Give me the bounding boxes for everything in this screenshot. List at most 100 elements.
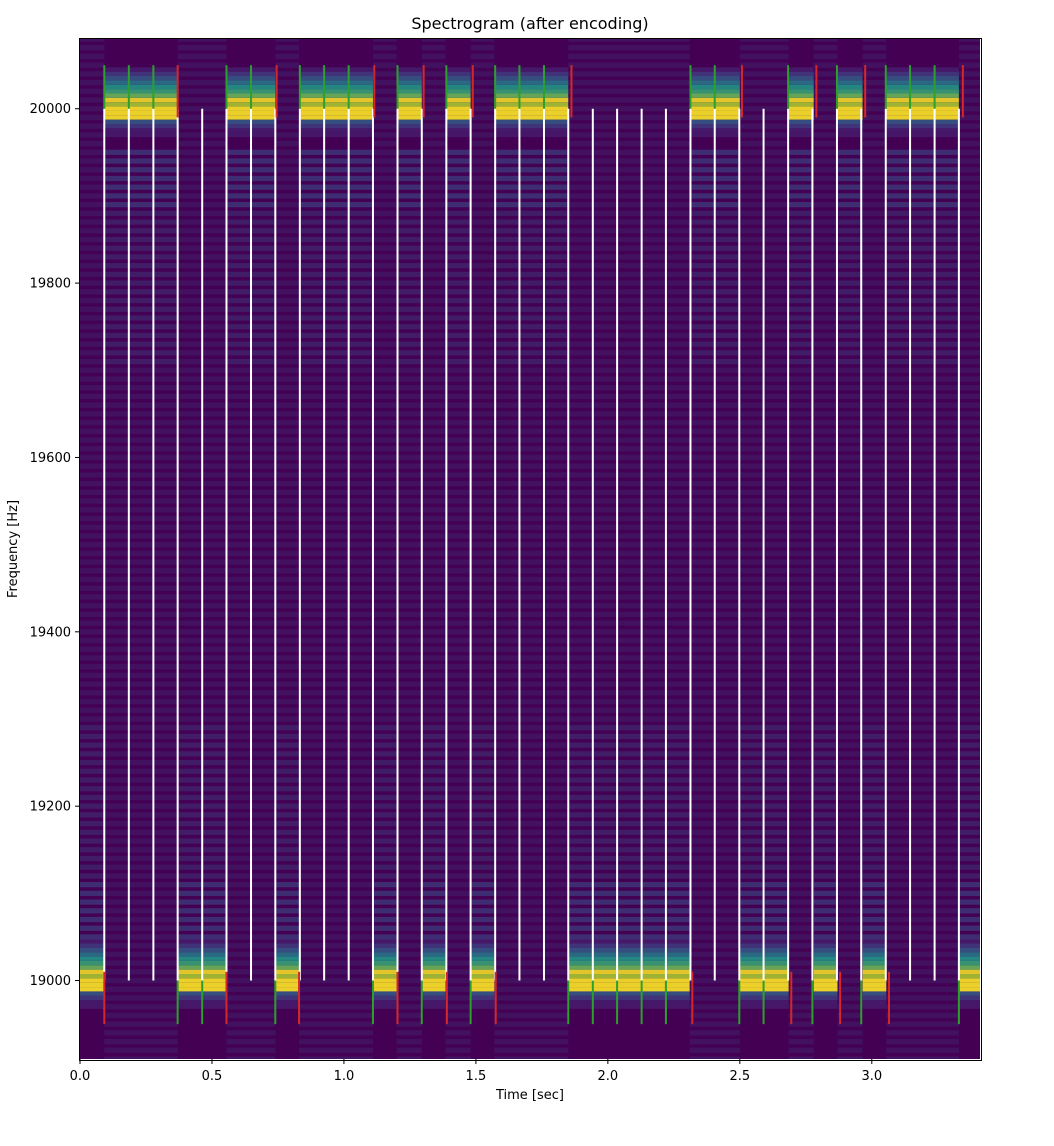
harmonic-stripe <box>837 916 863 923</box>
harmonic-stripe <box>372 934 397 940</box>
harmonic-stripe <box>862 141 887 147</box>
harmonic-stripe <box>445 524 471 530</box>
harmonic-stripe <box>886 664 959 670</box>
harmonic-stripe <box>862 733 887 740</box>
harmonic-stripe <box>788 960 814 966</box>
harmonic-stripe <box>568 908 690 914</box>
tone-band <box>445 128 471 133</box>
harmonic-stripe <box>421 672 446 679</box>
harmonic-stripe <box>837 280 863 286</box>
harmonic-stripe <box>958 106 980 112</box>
harmonic-stripe <box>813 864 838 870</box>
harmonic-stripe <box>396 402 422 408</box>
harmonic-stripe <box>275 489 300 495</box>
harmonic-stripe <box>104 916 178 923</box>
harmonic-stripe <box>275 882 300 888</box>
harmonic-stripe <box>958 167 980 173</box>
harmonic-stripe <box>80 559 105 565</box>
tone-band <box>862 987 887 992</box>
harmonic-stripe <box>372 254 397 260</box>
harmonic-stripe <box>813 315 838 321</box>
harmonic-stripe <box>837 855 863 862</box>
harmonic-stripe <box>568 106 690 112</box>
harmonic-stripe <box>372 350 397 356</box>
harmonic-stripe <box>568 123 690 129</box>
symbol-block <box>862 39 887 1009</box>
harmonic-stripe <box>104 411 178 417</box>
harmonic-stripe <box>275 908 300 914</box>
harmonic-stripe <box>80 236 105 243</box>
harmonic-stripe <box>813 768 838 774</box>
harmonic-stripe <box>421 899 446 905</box>
harmonic-stripe <box>886 742 959 748</box>
harmonic-stripe <box>445 184 471 190</box>
harmonic-stripe <box>862 681 887 687</box>
harmonic-stripe <box>421 716 446 722</box>
harmonic-stripe <box>396 594 422 600</box>
harmonic-stripe <box>494 175 569 182</box>
harmonic-stripe <box>104 664 178 670</box>
harmonic-stripe <box>837 629 863 635</box>
harmonic-stripe <box>396 664 422 670</box>
tone-band <box>275 991 300 996</box>
harmonic-stripe <box>104 263 178 269</box>
harmonic-stripe <box>862 202 887 208</box>
tone-band <box>886 97 959 103</box>
harmonic-stripe <box>445 821 471 827</box>
tone-band <box>788 76 814 81</box>
harmonic-stripe <box>862 925 887 931</box>
harmonic-stripe <box>837 786 863 792</box>
harmonic-stripe <box>813 716 838 722</box>
harmonic-stripe <box>275 254 300 260</box>
harmonic-stripe <box>788 777 814 783</box>
harmonic-stripe <box>886 943 959 949</box>
harmonic-stripe <box>788 637 814 644</box>
harmonic-stripe <box>788 786 814 792</box>
tone-band <box>372 982 397 988</box>
tone-band <box>813 995 838 1001</box>
harmonic-stripe <box>958 446 980 452</box>
harmonic-stripe <box>421 254 446 260</box>
harmonic-stripe <box>788 428 814 434</box>
harmonic-stripe <box>104 393 178 400</box>
harmonic-stripe <box>788 1012 814 1019</box>
harmonic-stripe <box>862 254 887 260</box>
harmonic-stripe <box>421 315 446 321</box>
harmonic-stripe <box>80 210 105 216</box>
harmonic-stripe <box>886 533 959 539</box>
harmonic-stripe <box>299 193 373 199</box>
harmonic-stripe <box>104 890 178 896</box>
tone-band <box>788 115 814 120</box>
harmonic-stripe <box>372 821 397 827</box>
symbol-block <box>372 39 397 1009</box>
harmonic-stripe <box>372 507 397 513</box>
harmonic-stripe <box>862 158 887 164</box>
harmonic-stripe <box>813 576 838 583</box>
harmonic-stripe <box>177 62 227 68</box>
harmonic-stripe <box>445 236 471 243</box>
harmonic-stripe <box>813 672 838 679</box>
tone-band <box>80 956 105 961</box>
harmonic-stripe <box>886 733 959 740</box>
tone-band <box>862 943 887 948</box>
harmonic-stripe <box>372 315 397 321</box>
tone-band <box>837 110 863 116</box>
harmonic-stripe <box>958 812 980 818</box>
harmonic-stripe <box>886 725 959 731</box>
harmonic-stripe <box>421 637 446 644</box>
tone-band <box>813 991 838 996</box>
harmonic-stripe <box>396 167 422 173</box>
harmonic-stripe <box>396 986 422 992</box>
plot-background <box>80 39 980 1059</box>
harmonic-stripe <box>813 821 838 827</box>
harmonic-stripe <box>421 855 446 862</box>
harmonic-stripe <box>445 454 471 461</box>
harmonic-stripe <box>862 690 887 696</box>
harmonic-stripe <box>226 1004 276 1010</box>
symbol-block <box>104 67 178 1059</box>
tone-band <box>299 102 373 107</box>
harmonic-stripe <box>494 646 569 652</box>
harmonic-stripe <box>470 62 495 68</box>
harmonic-stripe <box>275 751 300 757</box>
harmonic-stripe <box>421 402 446 408</box>
